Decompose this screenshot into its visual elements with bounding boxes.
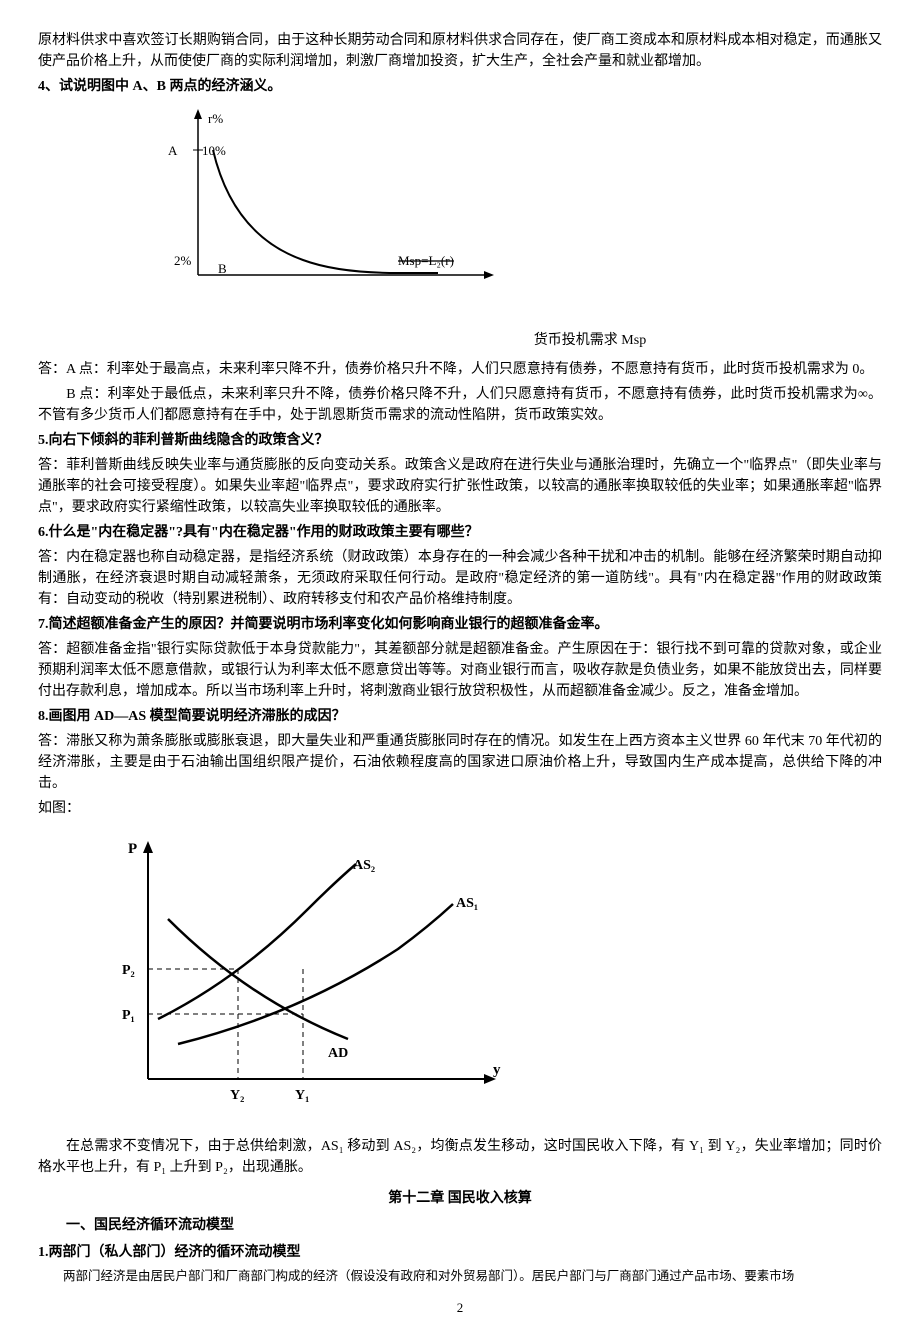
p1-label: P₁ [122,1008,135,1023]
money-demand-chart: r% A 10% 2% B Msp=L₂(r) [138,105,518,315]
q6-answer: 答：内在稳定器也称自动稳定器，是指经济系统（财政政策）本身存在的一种会减少各种干… [38,547,882,610]
ad-as-svg: P y AD AS₁ AS₂ P₂ Y₂ P₁ Y₁ [98,829,518,1119]
subsection-1-heading: 1.两部门（私人部门）经济的循环流动模型 [38,1242,882,1263]
chapter-title: 第十二章 国民收入核算 [38,1188,882,1209]
x-axis-caption: 货币投机需求 Msp [298,330,882,351]
q8-title: 8.画图用 AD—AS 模型简要说明经济滞胀的成因？ [38,706,882,727]
intro-paragraph: 原材料供求中喜欢签订长期购销合同，由于这种长期劳动合同和原材料供求合同存在，使厂… [38,30,882,72]
q7-answer: 答：超额准备金指"银行实际贷款低于本身贷款能力"，其差额部分就是超额准备金。产生… [38,639,882,702]
q8-answer: 答：滞胀又称为萧条膨胀或膨胀衰退，即大量失业和严重通货膨胀同时存在的情况。如发生… [38,731,882,794]
q8-figure-label: 如图： [38,798,882,819]
p2-label: P₂ [122,963,135,978]
y1-label: Y₁ [295,1088,309,1103]
point-b-value: 2% [174,253,192,268]
q4-answer-a: 答：A 点：利率处于最高点，未来利率只降不升，债券价格只升不降，人们只愿意持有债… [38,359,882,380]
q6-title: 6.什么是"内在稳定器"?具有"内在稳定器"作用的财政政策主要有哪些？ [38,522,882,543]
as1-label: AS₁ [456,896,478,911]
q5-answer: 答：菲利普斯曲线反映失业率与通货膨胀的反向变动关系。政策含义是政府在进行失业与通… [38,455,882,518]
ad-as-chart: P y AD AS₁ AS₂ P₂ Y₂ P₁ Y₁ [98,829,882,1126]
y-axis-label: r% [208,111,223,126]
q5-title: 5.向右下倾斜的菲利普斯曲线隐含的政策含义？ [38,430,882,451]
y-axis-label-adas: y [493,1062,501,1078]
point-a-label: A [168,143,178,158]
q8-conclusion: 在总需求不变情况下，由于总供给刺激，AS₁ 移动到 AS₂，均衡点发生移动，这时… [38,1136,882,1178]
q4-chart: r% A 10% 2% B Msp=L₂(r) [138,105,882,322]
point-b-label: B [218,261,227,276]
subsection-1-text: 两部门经济是由居民户部门和厂商部门构成的经济（假设没有政府和对外贸易部门）。居民… [38,1267,882,1286]
y2-label: Y₂ [230,1088,244,1103]
ad-label: AD [328,1046,348,1061]
q4-answer-b: B 点：利率处于最低点，未来利率只升不降，债券价格只降不升，人们只愿意持有货币，… [38,384,882,426]
q7-title: 7.简述超额准备金产生的原因？并简要说明市场利率变化如何影响商业银行的超额准备金… [38,614,882,635]
section-1-heading: 一、国民经济循环流动模型 [38,1215,882,1236]
as2-label: AS₂ [353,858,375,873]
curve-label: Msp=L₂(r) [398,253,454,268]
page-number: 2 [38,1298,882,1318]
q4-title: 4、试说明图中 A、B 两点的经济涵义。 [38,76,882,97]
p-axis-label: P [128,841,137,857]
